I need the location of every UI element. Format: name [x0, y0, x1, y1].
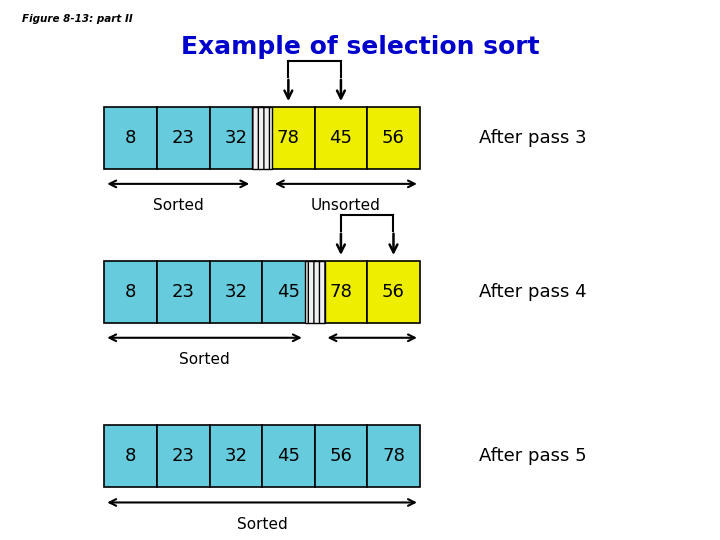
Text: 78: 78 — [330, 282, 352, 301]
Bar — [157, 106, 210, 168]
Text: 45: 45 — [330, 129, 352, 147]
Text: 8: 8 — [125, 282, 136, 301]
Text: After pass 5: After pass 5 — [479, 447, 586, 465]
Bar — [104, 106, 157, 168]
Text: Sorted: Sorted — [237, 517, 287, 532]
Bar — [305, 260, 325, 322]
Text: After pass 3: After pass 3 — [479, 129, 586, 147]
Bar — [252, 106, 272, 168]
Bar — [210, 260, 262, 322]
Bar — [315, 106, 367, 168]
Bar — [210, 106, 262, 168]
Text: 32: 32 — [225, 447, 247, 465]
Bar — [367, 426, 420, 487]
Text: Sorted: Sorted — [153, 199, 204, 213]
Text: 8: 8 — [125, 447, 136, 465]
Text: 45: 45 — [277, 282, 300, 301]
Text: 23: 23 — [172, 282, 194, 301]
Text: Example of selection sort: Example of selection sort — [181, 35, 539, 59]
Text: 32: 32 — [225, 129, 247, 147]
Bar — [315, 260, 367, 322]
Text: 23: 23 — [172, 447, 194, 465]
Text: 45: 45 — [277, 447, 300, 465]
Text: Figure 8-13: part II: Figure 8-13: part II — [22, 14, 132, 24]
Bar — [104, 260, 157, 322]
Bar — [157, 426, 210, 487]
Text: After pass 4: After pass 4 — [479, 282, 586, 301]
Bar — [104, 426, 157, 487]
Text: Unsorted: Unsorted — [311, 199, 381, 213]
Text: 32: 32 — [225, 282, 247, 301]
Text: Sorted: Sorted — [179, 352, 230, 367]
Text: 23: 23 — [172, 129, 194, 147]
Bar — [262, 260, 315, 322]
Text: 56: 56 — [382, 129, 405, 147]
Bar — [367, 260, 420, 322]
Text: 56: 56 — [382, 282, 405, 301]
Text: 78: 78 — [382, 447, 405, 465]
Text: 8: 8 — [125, 129, 136, 147]
Bar — [157, 260, 210, 322]
Bar — [210, 426, 262, 487]
Bar — [262, 426, 315, 487]
Text: 56: 56 — [330, 447, 352, 465]
Bar — [315, 426, 367, 487]
Bar — [367, 106, 420, 168]
Text: 78: 78 — [277, 129, 300, 147]
Bar — [262, 106, 315, 168]
